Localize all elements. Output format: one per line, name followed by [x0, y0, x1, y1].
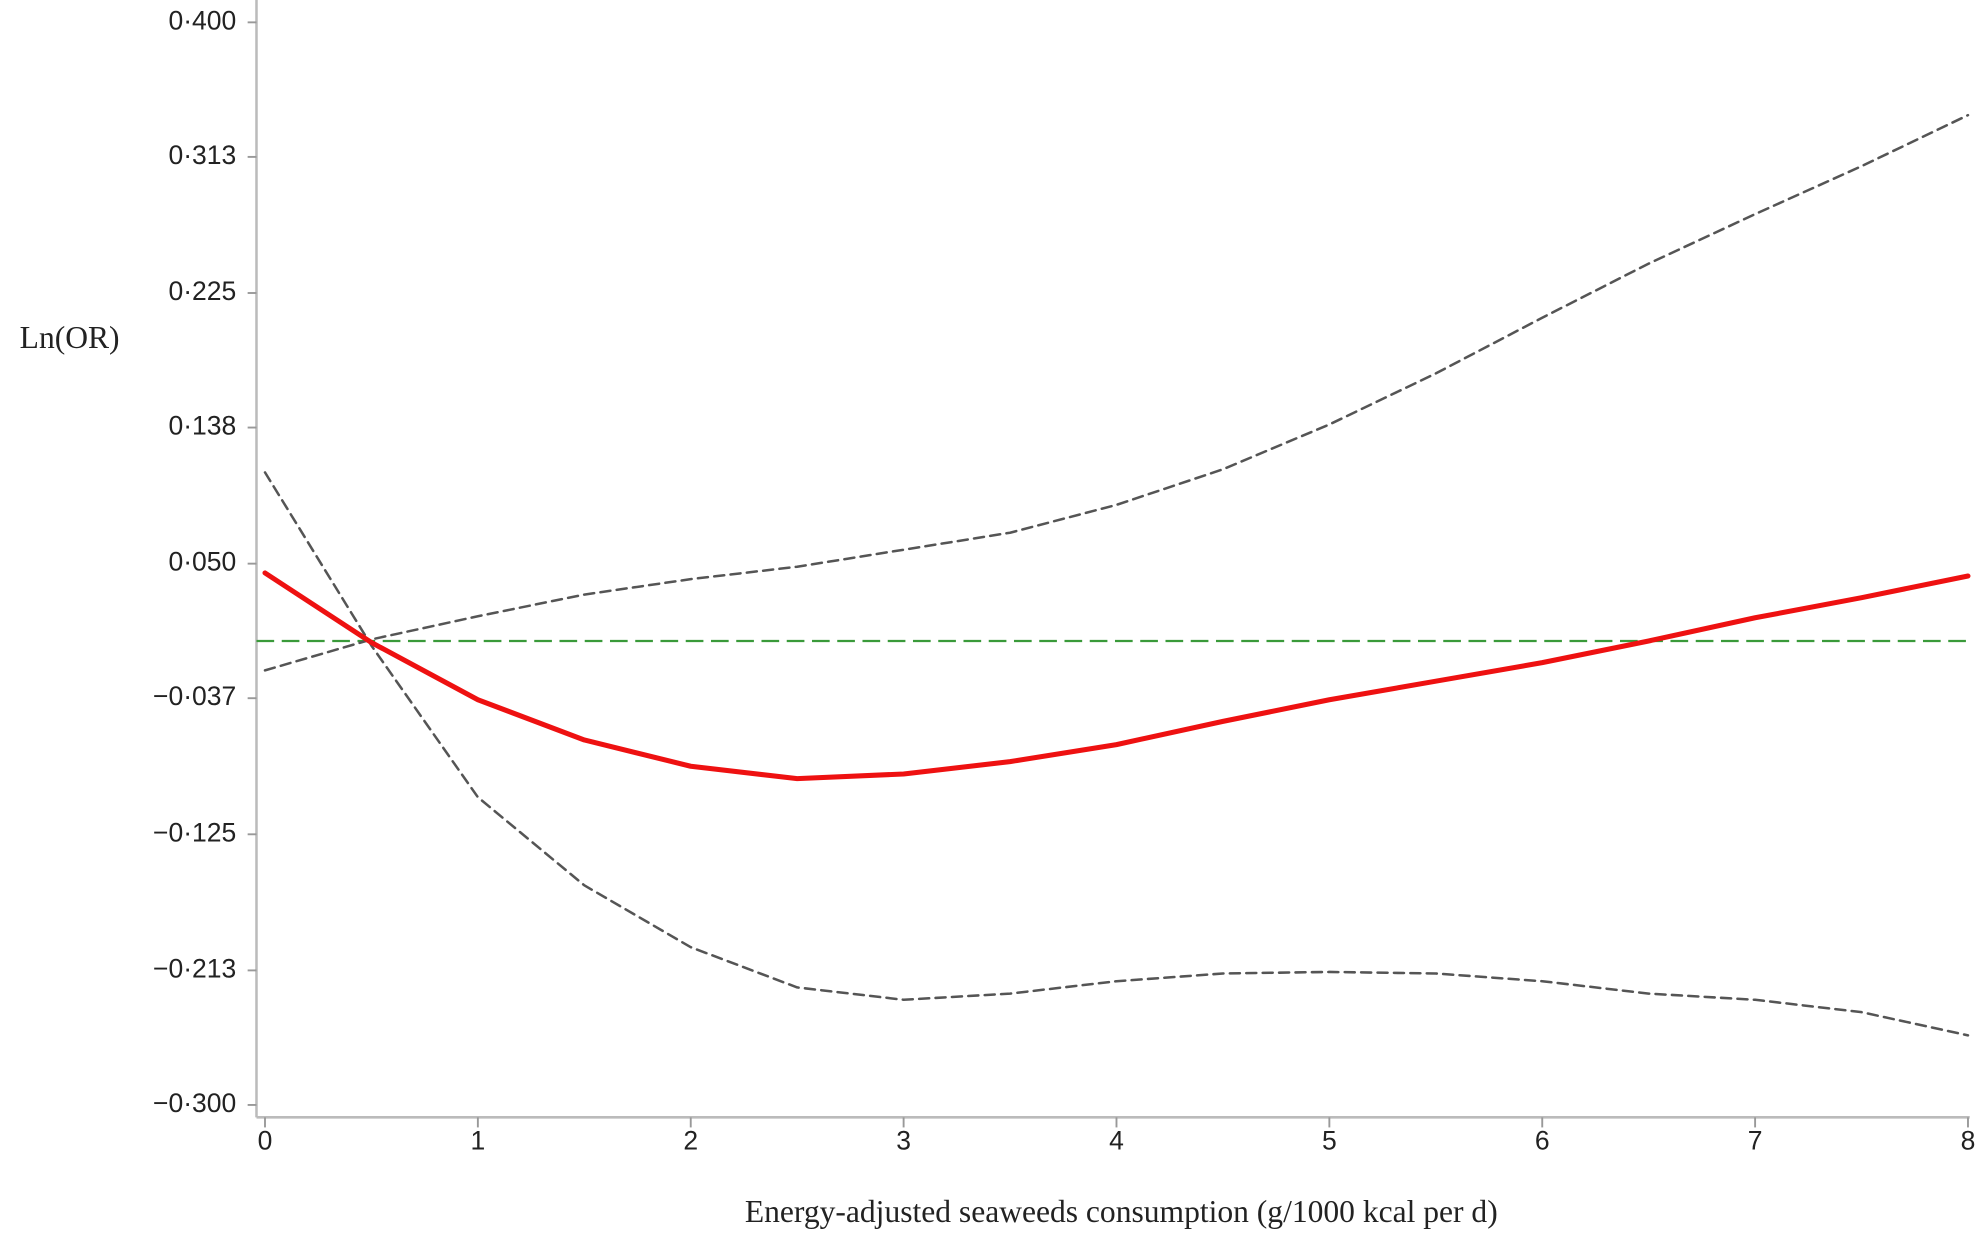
x-tick-label: 0: [258, 1126, 273, 1156]
x-tick-label: 8: [1961, 1126, 1976, 1156]
y-tick-label: −0·213: [153, 953, 236, 983]
x-tick-label: 7: [1748, 1126, 1763, 1156]
y-tick-label: −0·037: [153, 681, 236, 711]
y-tick-label: −0·125: [153, 817, 236, 847]
x-tick-label: 5: [1322, 1126, 1337, 1156]
x-tick-label: 4: [1109, 1126, 1124, 1156]
y-tick-label: 0·225: [168, 276, 236, 306]
ci-line: [263, 471, 1970, 1037]
x-axis-title: Energy-adjusted seaweeds consumption (g/…: [745, 1194, 1498, 1229]
x-tick-label: 2: [683, 1126, 698, 1156]
x-tick-label: 3: [896, 1126, 911, 1156]
y-tick-label: 0·050: [168, 547, 236, 577]
x-tick-label: 6: [1535, 1126, 1550, 1156]
y-tick-label: 0·138: [168, 411, 236, 441]
estimate-line: [262, 570, 1971, 782]
ci-line: [263, 113, 1970, 672]
y-tick-label: −0·300: [153, 1088, 236, 1118]
x-tick-label: 1: [470, 1126, 485, 1156]
y-axis-title: Ln(OR): [20, 320, 120, 355]
y-tick-label: 0·313: [168, 140, 236, 170]
y-tick-label: 0·400: [168, 5, 236, 35]
